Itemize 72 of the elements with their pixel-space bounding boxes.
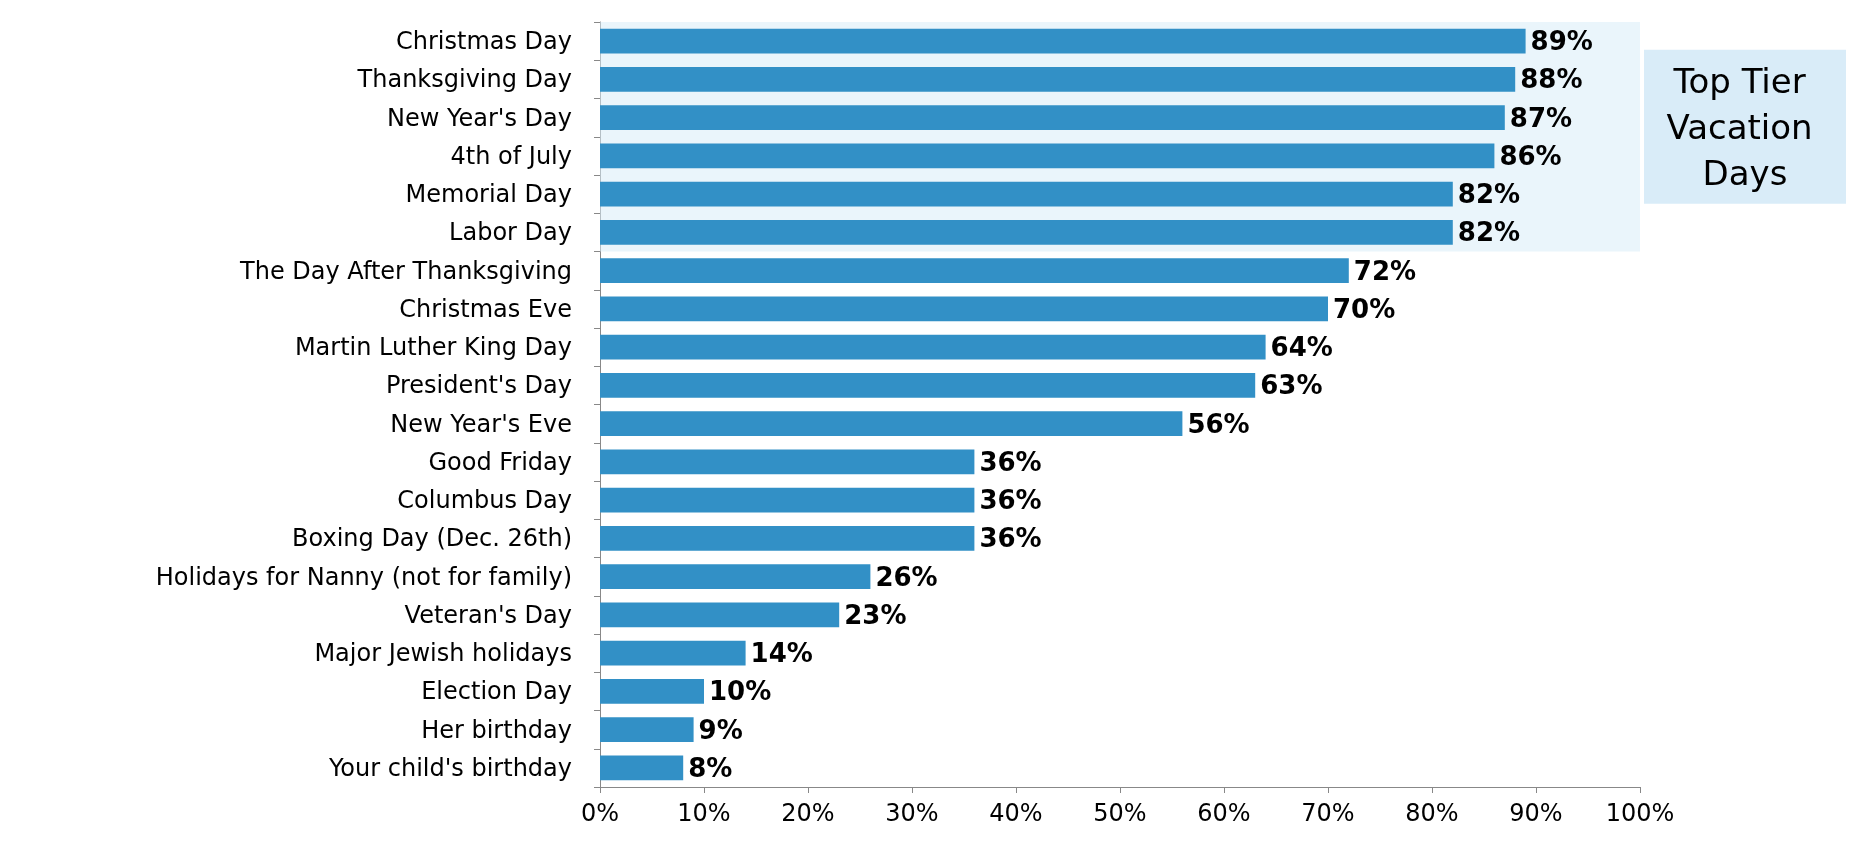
y-tick-label: Martin Luther King Day: [294, 333, 572, 362]
band-label: Top Tier Vacation Days: [1666, 60, 1824, 193]
bar: [600, 105, 1505, 131]
bar: [600, 525, 975, 551]
y-tick-label: Her birthday: [421, 715, 572, 744]
x-tick-label: 70%: [1301, 799, 1355, 827]
x-tick-label: 60%: [1197, 799, 1251, 827]
bar: [600, 602, 840, 628]
bar: [600, 487, 975, 513]
bar: [600, 564, 871, 590]
data-label: 70%: [1333, 293, 1396, 324]
data-label: 72%: [1353, 255, 1417, 286]
bar: [600, 755, 684, 781]
x-tick-label: 100%: [1605, 799, 1675, 827]
bar: [600, 28, 1526, 54]
data-label: 23%: [844, 599, 907, 630]
bar: [600, 296, 1328, 322]
y-tick-label: Labor Day: [449, 218, 572, 247]
y-tick-label: President's Day: [385, 371, 572, 400]
bar: [600, 219, 1453, 245]
data-label: 89%: [1530, 26, 1593, 57]
data-label: 82%: [1457, 217, 1521, 248]
data-label: 36%: [979, 523, 1042, 554]
x-tick-label: 0%: [580, 799, 620, 827]
y-tick-label: New Year's Eve: [390, 409, 572, 438]
x-tick-label: 50%: [1093, 799, 1147, 827]
bar: [600, 411, 1183, 437]
data-label: 56%: [1187, 408, 1250, 439]
y-tick-label: Memorial Day: [405, 180, 572, 209]
data-label: 63%: [1260, 370, 1323, 401]
data-label: 36%: [979, 446, 1042, 477]
y-tick-label: New Year's Day: [387, 103, 572, 132]
bar: [600, 717, 694, 743]
data-label: 88%: [1520, 64, 1583, 95]
data-label: 82%: [1457, 179, 1521, 210]
data-label: 26%: [875, 561, 938, 592]
y-tick-label: Christmas Eve: [399, 294, 572, 323]
bar: [600, 181, 1453, 207]
bar: [600, 372, 1256, 398]
x-tick-label: 30%: [885, 799, 939, 827]
y-tick-label: Veteran's Day: [404, 600, 572, 629]
data-label: 8%: [688, 752, 733, 783]
data-label: 36%: [979, 485, 1042, 516]
y-tick-label: Election Day: [421, 677, 572, 706]
bar: [600, 258, 1349, 284]
x-tick-label: 80%: [1405, 799, 1459, 827]
bar: [600, 66, 1516, 92]
y-tick-label: Thanksgiving Day: [356, 65, 572, 94]
x-tick-label: 20%: [781, 799, 835, 827]
x-tick-label: 90%: [1509, 799, 1563, 827]
data-label: 87%: [1509, 102, 1573, 133]
y-tick-label: Boxing Day (Dec. 26th): [292, 524, 572, 553]
bar: [600, 640, 746, 666]
bar: [600, 678, 704, 704]
y-tick-label: Major Jewish holidays: [314, 639, 572, 668]
bar: [600, 334, 1266, 360]
bar: [600, 449, 975, 475]
y-tick-label: Columbus Day: [397, 486, 572, 515]
x-tick-label: 10%: [677, 799, 731, 827]
bar: [600, 143, 1495, 169]
data-label: 10%: [709, 676, 772, 707]
data-label: 14%: [750, 638, 813, 669]
data-label: 9%: [698, 714, 743, 745]
y-tick-label: The Day After Thanksgiving: [239, 256, 572, 285]
y-tick-label: Holidays for Nanny (not for family): [155, 562, 572, 591]
y-tick-label: Good Friday: [428, 447, 572, 476]
x-tick-label: 40%: [989, 799, 1043, 827]
y-tick-label: Christmas Day: [395, 27, 572, 56]
y-tick-label: Your child's birthday: [327, 753, 572, 782]
data-label: 64%: [1270, 332, 1333, 363]
y-tick-label: 4th of July: [450, 141, 572, 170]
data-label: 86%: [1499, 140, 1562, 171]
